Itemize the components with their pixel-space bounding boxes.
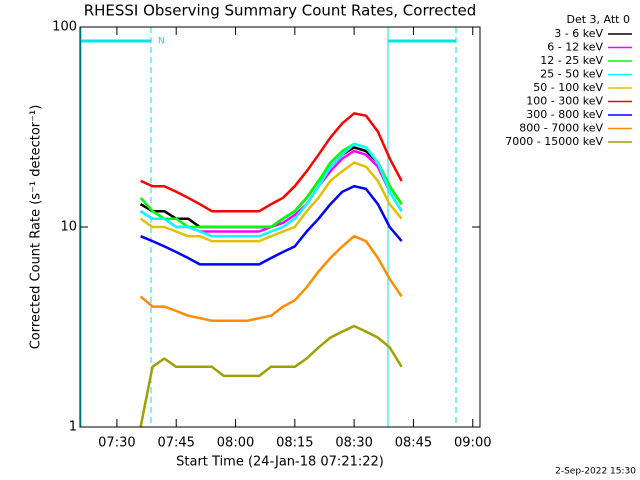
series-line [139,161,403,243]
series-line [139,142,403,238]
series-line [140,184,403,266]
legend-label: 12 - 25 keV [540,54,603,67]
annotation: N [158,37,165,47]
legend-label: 100 - 300 keV [526,95,603,108]
chart-title: RHESSI Observing Summary Count Rates, Co… [84,2,477,20]
x-tick-label: 08:30 [335,436,372,451]
y-tick-label: 100 [52,20,77,35]
legend-label: 6 - 12 keV [547,41,603,54]
y-axis-label: Corrected Count Rate (s⁻¹ detector⁻¹) [29,105,44,350]
legend-label: 7000 - 15000 keV [505,135,603,148]
x-tick-label: 07:30 [98,436,135,451]
series-line [140,112,403,213]
legend-label: 50 - 100 keV [533,81,603,94]
series-line [139,234,403,322]
y-tick-label: 1 [69,420,77,435]
y-tick-label: 10 [60,220,77,235]
legend-label: 3 - 6 keV [554,27,603,40]
legend-label: 300 - 800 keV [526,108,603,121]
legend-label: 25 - 50 keV [540,68,603,81]
legend-title: Det 3, Att 0 [567,13,631,26]
x-tick-label: 09:00 [454,436,491,451]
x-axis-label: Start Time (24-Jan-18 07:21:22) [176,455,384,470]
x-tick-label: 07:45 [157,436,194,451]
x-tick-label: 08:00 [217,436,254,451]
series-line [139,324,403,428]
legend-label: 800 - 7000 keV [519,122,603,135]
x-tick-label: 08:45 [395,436,432,451]
timestamp: 2-Sep-2022 15:30 [555,467,636,477]
x-tick-label: 08:15 [276,436,313,451]
